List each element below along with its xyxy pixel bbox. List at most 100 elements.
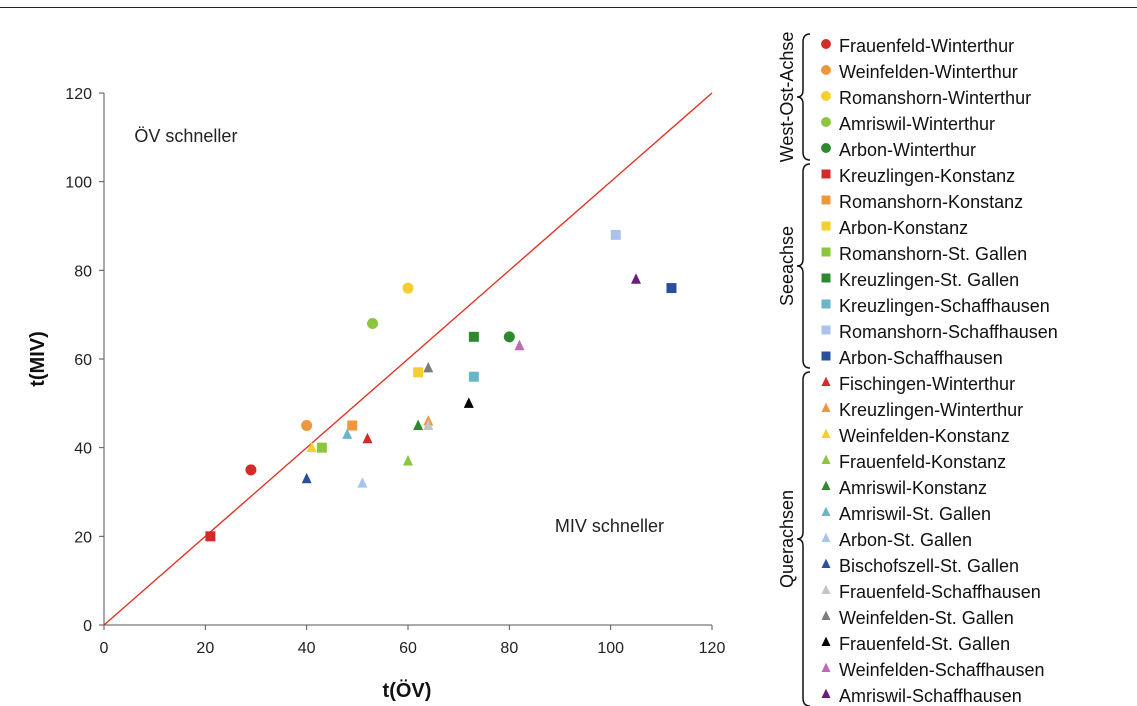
legend-marker <box>821 325 831 335</box>
x-tick-label: 80 <box>500 640 518 657</box>
legend-marker <box>821 221 831 231</box>
data-point-fischingen-winterthur <box>362 432 373 444</box>
data-point-arbon-konstanz <box>413 367 424 378</box>
legend-marker <box>821 662 831 673</box>
legend-marker <box>821 195 831 205</box>
legend-entry-label: Amriswil-St. Gallen <box>839 504 991 524</box>
data-point-romanshorn-winterthur <box>402 282 414 294</box>
data-point-amriswil-winterthur <box>367 318 379 330</box>
data-point-arbon-schaffhausen <box>666 283 677 294</box>
data-point-frauenfeld-konstanz <box>403 454 413 466</box>
data-point-arbon-winterthur <box>503 331 515 343</box>
legend-entry-label: Weinfelden-St. Gallen <box>839 608 1014 628</box>
legend-entry-label: Kreuzlingen-Winterthur <box>839 400 1023 420</box>
legend-marker <box>821 428 831 439</box>
y-tick-label: 120 <box>65 86 92 103</box>
group-brace <box>796 371 811 706</box>
x-tick-label: 40 <box>298 640 316 657</box>
data-point-amriswil-schaffhausen <box>631 273 641 284</box>
group-brace <box>796 163 811 369</box>
legend-entry-label: Frauenfeld-St. Gallen <box>839 634 1010 654</box>
legend-entry-label: Romanshorn-Konstanz <box>839 192 1023 212</box>
legend-entry-label: Kreuzlingen-Konstanz <box>839 166 1015 186</box>
data-point-frauenfeld-winterthur <box>245 464 257 476</box>
data-point-kreuzlingen-konstanz <box>205 531 216 542</box>
y-tick-label: 60 <box>74 352 92 369</box>
annotation-ov-faster: ÖV schneller <box>134 126 237 146</box>
data-point-frauenfeld-st-gallen <box>463 397 474 408</box>
y-tick-label: 20 <box>74 529 92 546</box>
legend-marker <box>821 636 831 647</box>
y-axis-title: t(MIV) <box>27 331 49 387</box>
legend-entry-label: Amriswil-Winterthur <box>839 114 995 134</box>
legend-entry-label: Frauenfeld-Schaffhausen <box>839 582 1041 602</box>
data-point-amriswil-konstanz <box>413 419 424 430</box>
y-tick-label: 0 <box>83 618 92 635</box>
x-tick-label: 20 <box>196 640 214 657</box>
data-point-weinfelden-winterthur <box>301 420 313 431</box>
legend-marker <box>821 376 831 387</box>
plot-area: 0 20 40 60 80 100 120 0 20 40 60 80 100 120 <box>65 86 725 657</box>
legend-entry-label: Romanshorn-Schaffhausen <box>839 322 1058 342</box>
data-point-arbon-st-gallen <box>357 477 368 488</box>
legend-entry-label: Frauenfeld-Winterthur <box>839 36 1014 56</box>
legend-marker <box>821 506 831 517</box>
legend-entry-label: Weinfelden-Konstanz <box>839 426 1010 446</box>
data-point-weinfelden-st-gallen <box>423 361 434 373</box>
data-point-amriswil-st-gallen <box>342 428 353 439</box>
top-rule <box>0 7 1137 8</box>
x-tick-label: 120 <box>699 640 726 657</box>
data-point-kreuzlingen-schaffhausen <box>468 371 479 382</box>
legend-marker <box>821 117 831 127</box>
legend-marker <box>821 39 831 49</box>
legend-marker <box>821 688 831 699</box>
legend-marker <box>821 402 831 413</box>
legend-entry-label: Fischingen-Winterthur <box>839 374 1015 394</box>
x-tick-label: 0 <box>100 640 109 657</box>
legend-entry-label: Arbon-Konstanz <box>839 218 968 238</box>
group-label: Querachsen <box>777 490 797 588</box>
legend-marker <box>821 247 831 257</box>
legend-marker <box>821 169 831 179</box>
group-label: West-Ost-Achse <box>777 32 797 163</box>
data-point-bischofszell-st-gallen <box>301 472 312 484</box>
data-point-weinfelden-schaffhausen <box>514 339 525 351</box>
reference-line <box>103 92 713 626</box>
y-tick-label: 40 <box>74 441 92 458</box>
data-point-romanshorn-st-gallen <box>316 442 327 453</box>
group-label: Seeachse <box>777 226 797 306</box>
legend-entry-label: Amriswil-Schaffhausen <box>839 686 1022 706</box>
legend-marker <box>821 273 831 283</box>
data-point-kreuzlingen-st-gallen <box>468 331 479 342</box>
legend-entry-label: Arbon-Winterthur <box>839 140 976 160</box>
legend-entry-label: Kreuzlingen-St. Gallen <box>839 270 1019 290</box>
annotation-miv-faster: MIV schneller <box>555 516 664 536</box>
legend-marker <box>821 299 831 309</box>
legend-marker <box>821 91 831 101</box>
legend-entry-label: Frauenfeld-Konstanz <box>839 452 1006 472</box>
x-tick-label: 60 <box>399 640 417 657</box>
legend-marker <box>821 480 831 491</box>
legend-entry-label: Weinfelden-Winterthur <box>839 62 1018 82</box>
legend-entry-label: Arbon-Schaffhausen <box>839 348 1003 368</box>
data-point-frauenfeld-schaffhausen <box>423 419 434 430</box>
data-point-romanshorn-schaffhausen <box>610 229 621 240</box>
legend-entry-label: Romanshorn-Winterthur <box>839 88 1031 108</box>
legend-marker <box>821 351 831 361</box>
legend-entry-label: Romanshorn-St. Gallen <box>839 244 1027 264</box>
legend-marker <box>821 65 831 75</box>
legend-marker <box>821 558 831 569</box>
legend-entry-label: Bischofszell-St. Gallen <box>839 556 1019 576</box>
y-tick-label: 100 <box>65 175 92 192</box>
x-axis-title: t(ÖV) <box>383 679 432 702</box>
y-tick-label: 80 <box>74 263 92 280</box>
legend-marker <box>821 454 831 465</box>
legend-marker <box>821 532 831 543</box>
legend-entry-label: Weinfelden-Schaffhausen <box>839 660 1044 680</box>
group-brace <box>796 33 811 161</box>
legend-marker <box>821 584 831 595</box>
legend-entry-label: Arbon-St. Gallen <box>839 530 972 550</box>
legend: Frauenfeld-Winterthur Weinfelden-Winterth… <box>777 32 1058 706</box>
legend-entry-label: Amriswil-Konstanz <box>839 478 987 498</box>
